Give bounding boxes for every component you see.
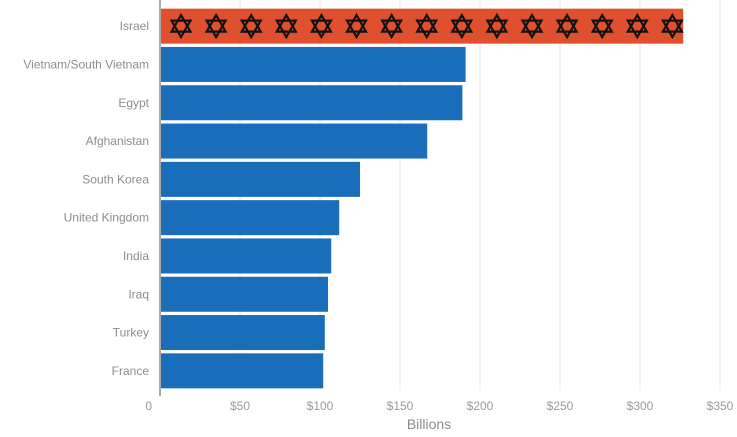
- category-label: India: [123, 249, 149, 263]
- x-tick-label: $300: [627, 399, 654, 413]
- bar-france: [160, 353, 324, 389]
- category-label: Afghanistan: [86, 134, 149, 148]
- bar-united-kingdom: [160, 200, 340, 236]
- bar-vietnam-south-vietnam: [160, 46, 466, 82]
- x-tick-label: 0: [145, 399, 152, 413]
- bar-india: [160, 238, 332, 274]
- category-label: Turkey: [113, 326, 149, 340]
- category-label: Israel: [120, 19, 149, 33]
- category-label: Vietnam/South Vietnam: [23, 57, 149, 71]
- x-axis-title: Billions: [407, 416, 451, 432]
- x-tick-label: $50: [230, 399, 250, 413]
- x-tick-label: $150: [387, 399, 414, 413]
- category-label: South Korea: [82, 172, 149, 186]
- bar-turkey: [160, 315, 325, 351]
- bar-iraq: [160, 276, 328, 312]
- bars: [160, 8, 684, 389]
- category-label: Egypt: [118, 96, 149, 110]
- bar-egypt: [160, 85, 463, 121]
- category-label: Iraq: [128, 287, 149, 301]
- x-tick-label: $250: [547, 399, 574, 413]
- category-labels: Israel Vietnam/South Vietnam Egypt Afghanis…: [23, 19, 149, 378]
- bar-afghanistan: [160, 123, 428, 159]
- category-label: France: [112, 364, 150, 378]
- x-axis-ticks: 0 $50 $100 $150 $200 $250 $300 $350: [145, 399, 733, 413]
- x-tick-label: $350: [707, 399, 734, 413]
- x-tick-label: $200: [467, 399, 494, 413]
- bar-south-korea: [160, 161, 360, 197]
- x-tick-label: $100: [307, 399, 334, 413]
- category-label: United Kingdom: [64, 211, 149, 225]
